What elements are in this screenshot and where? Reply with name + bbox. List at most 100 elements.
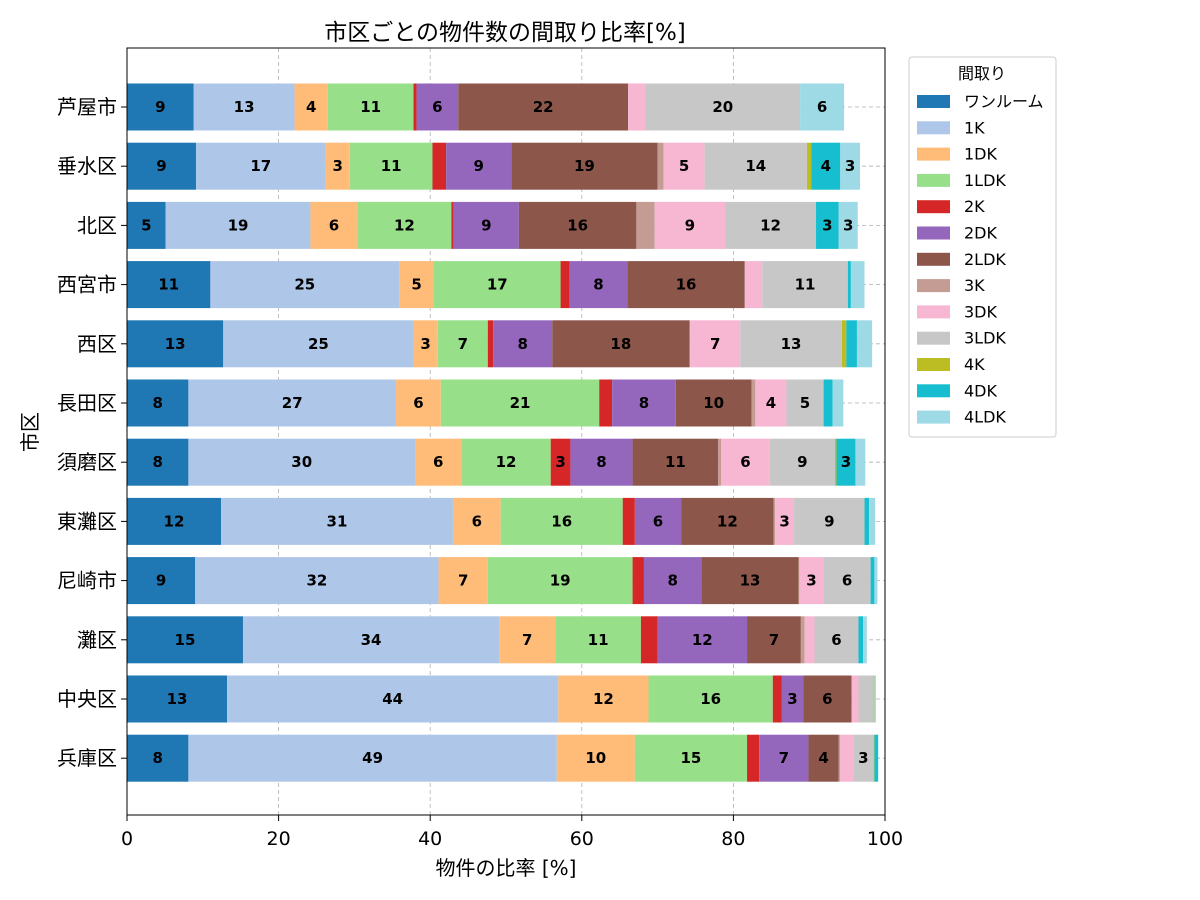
- bar-segment: [836, 438, 856, 486]
- bar-segment: [808, 734, 839, 782]
- data-label: 25: [308, 335, 329, 353]
- bar-segment: [634, 497, 682, 545]
- data-label: 7: [769, 631, 779, 649]
- bar-segment: [327, 83, 414, 131]
- data-label: 3: [779, 512, 789, 530]
- data-label: 3: [420, 335, 430, 353]
- bar-segment: [446, 142, 512, 190]
- data-label: 7: [458, 335, 468, 353]
- legend-label: 1LDK: [964, 171, 1006, 190]
- data-label: 6: [432, 98, 442, 116]
- bar-segment: [853, 734, 874, 782]
- legend-swatch: [917, 147, 950, 161]
- bar-segment: [432, 142, 447, 190]
- bar-segment: [451, 201, 454, 249]
- bar-segment: [740, 320, 842, 368]
- legend-frame: [908, 56, 1057, 438]
- legend-label: ワンルーム: [964, 92, 1044, 111]
- bar-segment: [773, 497, 776, 545]
- segment-labels: 9 13 4 11 6 22 20 69 17 3 11 9 19 5 14 4 35 19 6 12 9 16 9 12 3 3…: [141, 98, 869, 767]
- data-label: 16: [551, 512, 572, 530]
- data-label: 6: [433, 453, 443, 471]
- bar-segment: [834, 438, 837, 486]
- data-label: 18: [610, 335, 631, 353]
- bar-segment: [640, 616, 658, 664]
- bar-segment: [840, 142, 860, 190]
- data-label: 5: [800, 394, 810, 412]
- bar-segment: [518, 201, 637, 249]
- legend-label: 4LDK: [964, 408, 1006, 427]
- bar-segment: [864, 497, 870, 545]
- data-label: 10: [703, 394, 724, 412]
- x-tick-label: 100: [867, 828, 903, 850]
- legend-label: 2K: [964, 197, 985, 216]
- bar-segment: [747, 616, 801, 664]
- bar-segment: [349, 142, 433, 190]
- category-label: 中央区: [57, 687, 117, 711]
- bar-segment: [855, 438, 866, 486]
- bar-segment: [632, 557, 644, 605]
- data-label: 30: [291, 453, 312, 471]
- data-label: 11: [665, 453, 686, 471]
- data-label: 3: [858, 749, 868, 767]
- data-label: 6: [831, 631, 841, 649]
- legend-label: 2LDK: [964, 250, 1006, 269]
- category-label: 西区: [77, 332, 117, 356]
- data-label: 8: [639, 394, 649, 412]
- data-label: 17: [487, 276, 508, 294]
- legend-swatch: [917, 95, 950, 108]
- bar-segment: [663, 142, 705, 190]
- bar-segment: [800, 616, 805, 664]
- bar-segment: [622, 497, 635, 545]
- bar-segment: [195, 142, 326, 190]
- legend-label: 3K: [964, 276, 985, 295]
- bar-segment: [210, 261, 400, 309]
- bar-segment: [357, 201, 452, 249]
- chart-title: 市区ごとの物件数の間取り比率[%]: [324, 20, 686, 46]
- data-label: 11: [158, 276, 179, 294]
- category-label: 尼崎市: [57, 569, 117, 593]
- legend-label: 3DK: [964, 302, 998, 321]
- data-label: 3: [845, 157, 855, 175]
- data-label: 21: [510, 394, 531, 412]
- bar-segment: [759, 734, 809, 782]
- data-label: 3: [822, 216, 832, 234]
- category-label: 長田区: [57, 391, 117, 415]
- bar-segment: [803, 675, 852, 723]
- bar-segment: [689, 320, 691, 368]
- bar-segment: [744, 261, 763, 309]
- bar-segment: [840, 734, 854, 782]
- bar-segment: [437, 320, 488, 368]
- bar-segment: [838, 201, 858, 249]
- bar-segment: [127, 557, 196, 605]
- category-label: 北区: [77, 213, 117, 237]
- bar-segment: [781, 675, 804, 723]
- data-label: 6: [740, 453, 750, 471]
- data-label: 27: [282, 394, 303, 412]
- legend-swatch: [917, 279, 950, 293]
- bar-segment: [413, 320, 438, 368]
- data-label: 12: [760, 216, 781, 234]
- bar-segment: [599, 379, 613, 427]
- data-label: 8: [593, 276, 603, 294]
- data-label: 13: [781, 335, 802, 353]
- category-label: 灘区: [77, 628, 117, 652]
- data-label: 8: [152, 749, 162, 767]
- bar-segment: [165, 201, 311, 249]
- data-label: 13: [740, 572, 761, 590]
- bar-segment: [438, 557, 488, 605]
- bar-segment: [452, 497, 501, 545]
- bar-segment: [874, 734, 879, 782]
- bar-segment: [632, 438, 719, 486]
- x-tick-label: 60: [570, 828, 594, 850]
- bar-segment: [636, 201, 655, 249]
- bar-segment: [294, 83, 328, 131]
- bar-segment: [487, 557, 633, 605]
- bar-segment: [550, 438, 571, 486]
- bar-segment: [127, 379, 189, 427]
- data-label: 9: [824, 512, 834, 530]
- bar-segment: [560, 261, 570, 309]
- data-label: 6: [817, 98, 827, 116]
- bar-segment: [838, 734, 841, 782]
